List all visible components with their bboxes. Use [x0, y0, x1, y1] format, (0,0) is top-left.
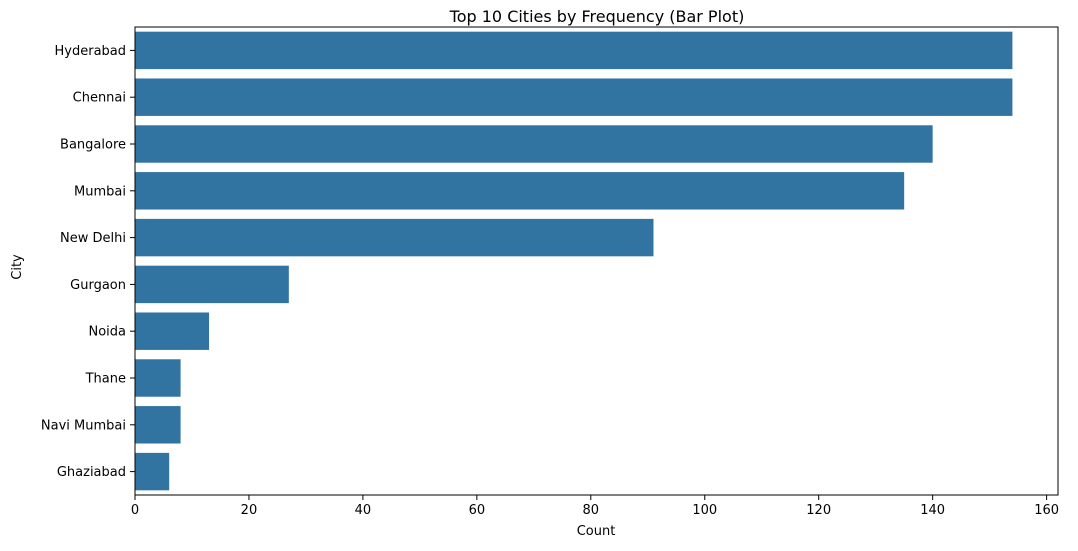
y-tick-label: Mumbai	[74, 184, 126, 199]
x-tick-label: 140	[920, 503, 945, 518]
y-axis-ticks: Hyderabad Chennai Bangalore Mumbai New Delhi…	[41, 44, 135, 480]
x-tick-label: 100	[692, 503, 717, 518]
y-tick-label: Navi Mumbai	[41, 418, 126, 433]
x-tick-label: 0	[131, 503, 139, 518]
y-tick-label: Thane	[85, 372, 126, 387]
bar-ghaziabad	[135, 452, 170, 491]
bar-new-delhi	[135, 218, 654, 257]
y-tick-label: New Delhi	[60, 231, 126, 246]
y-tick-label: Gurgaon	[70, 278, 126, 293]
x-tick-label: 120	[806, 503, 831, 518]
bar-chennai	[135, 78, 1013, 116]
bar-thane	[135, 359, 181, 397]
bar-noida	[135, 312, 210, 350]
y-tick-label: Hyderabad	[55, 44, 127, 59]
y-tick-label: Ghaziabad	[57, 465, 126, 480]
bar-bangalore	[135, 125, 933, 163]
x-axis-ticks: 0 20 40 60 80 100 120 140 160	[131, 495, 1059, 518]
y-axis-label: City	[10, 254, 25, 280]
bar-hyderabad	[135, 31, 1013, 70]
x-tick-label: 60	[469, 503, 486, 518]
y-tick-label: Noida	[88, 325, 126, 340]
x-tick-label: 40	[355, 503, 372, 518]
y-tick-label: Chennai	[73, 91, 126, 106]
bar-navi-mumbai	[135, 406, 181, 444]
x-axis-label: Count	[577, 524, 616, 539]
x-tick-label: 160	[1034, 503, 1059, 518]
bar-mumbai	[135, 172, 905, 210]
y-tick-label: Bangalore	[60, 138, 126, 153]
bars-layer	[135, 31, 1013, 491]
bar-gurgaon	[135, 265, 289, 304]
x-tick-label: 80	[583, 503, 600, 518]
chart-title: Top 10 Cities by Frequency (Bar Plot)	[449, 7, 745, 26]
plot-frame	[134, 26, 1059, 496]
x-tick-label: 20	[241, 503, 258, 518]
